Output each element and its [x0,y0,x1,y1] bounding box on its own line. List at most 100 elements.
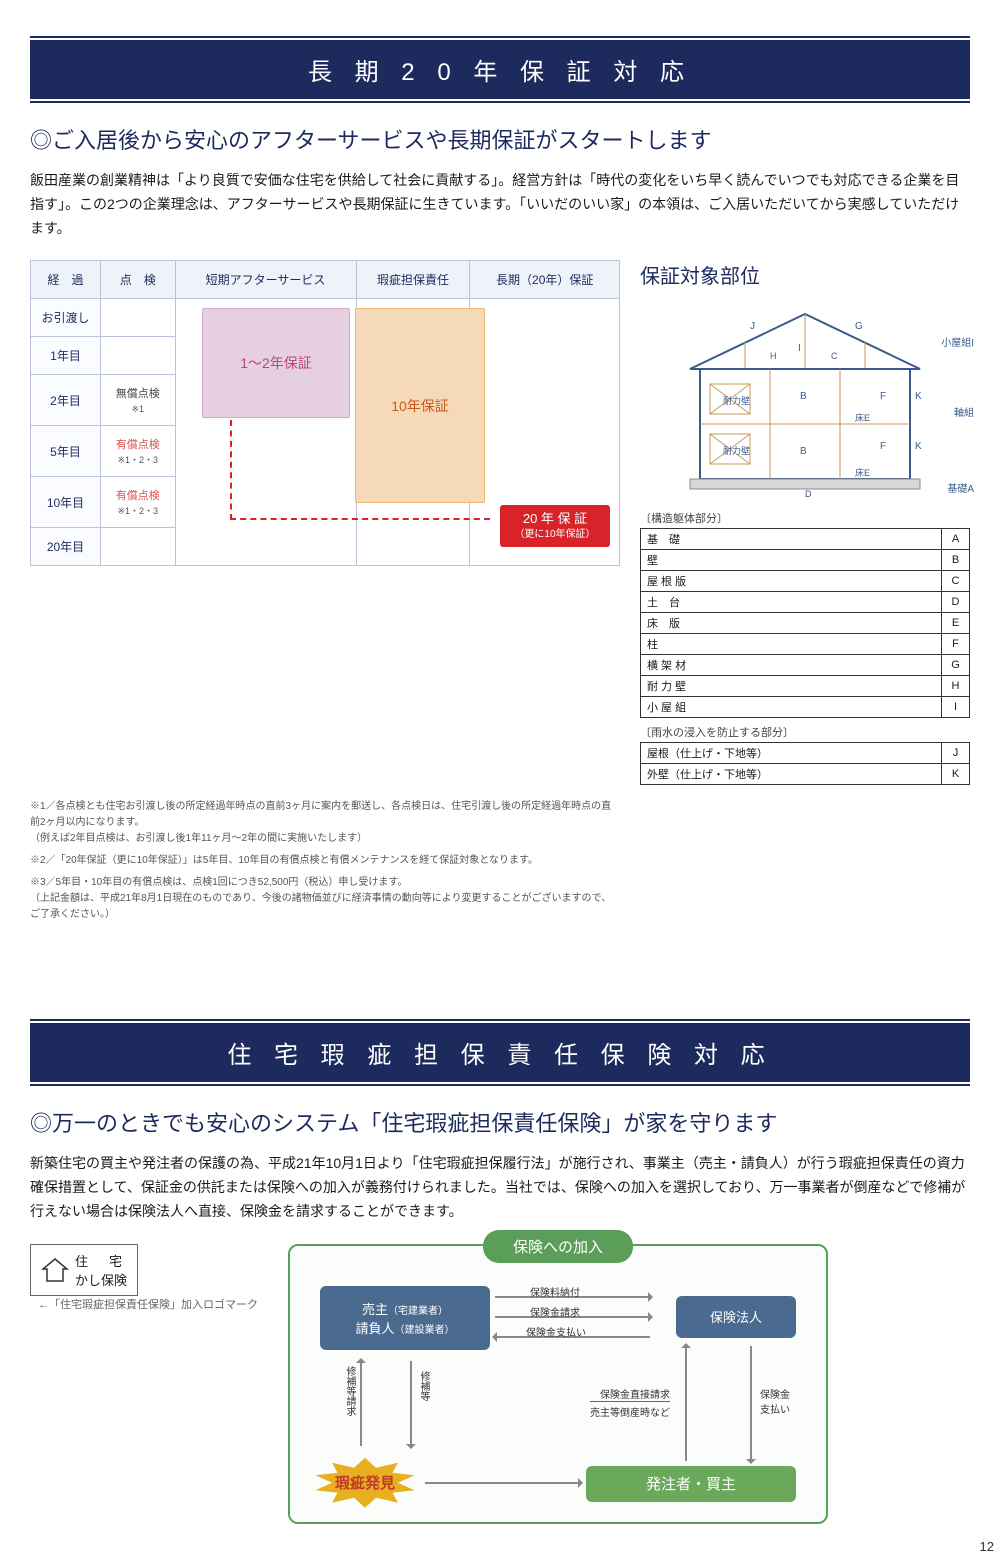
node-buyer: 発注者・買主 [586,1466,796,1502]
defect-starburst: 瑕疵発見 [310,1458,420,1508]
inspect-note: ※1 [131,404,144,414]
th-defect: 瑕疵担保責任 [356,261,470,299]
svg-text:J: J [750,321,755,332]
th-long: 長期（20年）保証 [470,261,620,299]
table-row: 壁B [641,550,970,571]
inspect-label: 有償点検 [116,490,160,502]
page-number: 12 [980,1539,994,1554]
row-label: 1年目 [31,337,101,375]
svg-text:G: G [855,321,863,332]
house-icon [41,1257,69,1283]
footnote: （上記金額は、平成21年8月1日現在のものであり、今後の諸物価並びに経済事情の動… [30,891,620,923]
label-koyagumi: 小屋組I [941,334,974,349]
svg-text:B: B [800,391,807,402]
badge-sub: （更に10年保証） [510,528,600,541]
parts-caption-1: 〔構造躯体部分〕 [640,510,970,526]
badge-main: 20 年 保 証 [523,511,587,526]
label-kiso: 基礎A [947,480,974,495]
svg-text:H: H [770,351,777,361]
svg-text:K: K [915,441,922,452]
logo-line2: かし保険 [75,1270,127,1289]
row-label: 20年目 [31,528,101,566]
th-inspect: 点 検 [101,261,176,299]
inspect-note: ※1・2・3 [117,455,158,465]
svg-text:K: K [915,391,922,402]
footnote: ※3／5年目・10年目の有償点検は、点検1回につき52,500円（税込）申し受け… [30,875,620,891]
inspect-label: 有償点検 [116,439,160,451]
th-short: 短期アフターサービス [175,261,356,299]
diagram-side: 保証対象部位 耐力壁 耐力壁 B B 床E 床E F F J [640,260,970,785]
table-row: 横 架 材G [641,655,970,676]
inspect-label: 無償点検 [116,388,160,400]
logo-area: 住 宅 かし保険 ←「住宅瑕疵担保責任保険」加入ロゴマーク [30,1244,258,1312]
house-diagram: 耐力壁 耐力壁 B B 床E 床E F F J G I K K D H C [640,299,970,499]
arrow [360,1361,362,1446]
arrow [410,1361,412,1446]
table-row: 基 礎A [641,529,970,550]
short-warranty-box: 1〜2年保証 [202,308,350,418]
seller-l1-sub: （宅建業者） [388,1306,448,1317]
node-insurer: 保険法人 [676,1296,796,1338]
table-row: 耐 力 壁H [641,676,970,697]
node-seller: 売主（宅建業者） 請負人（建設業者） [320,1286,490,1350]
banner-section1: 長 期 2 0 年 保 証 対 応 [30,40,970,99]
arrow [425,1482,580,1484]
arrow-label: 保険金支払い [760,1386,790,1416]
row-label: 5年目 [31,426,101,477]
warranty-table-wrap: 経 過 点 検 短期アフターサービス 瑕疵担保責任 長期（20年）保証 お引渡し… [30,260,620,785]
banner-section2: 住 宅 瑕 疵 担 保 責 任 保 険 対 応 [30,1023,970,1082]
table-row: 柱F [641,634,970,655]
footnote: （例えば2年目点検は、お引渡し後1年11ヶ月〜2年の間に実施いたします） [30,831,620,847]
label-jikugumi: 軸組 [954,404,974,419]
row-label: 2年目 [31,375,101,426]
arrow-label: 保険金支払い [526,1324,586,1339]
arrow-label: 修補等請求 [342,1366,357,1416]
arrow-label: 保険金請求 [530,1304,580,1319]
logo-caption: ←「住宅瑕疵担保責任保険」加入ロゴマーク [38,1296,258,1312]
seller-l2-sub: （建設業者） [395,1325,455,1336]
subhead-2: ◎万一のときでも安心のシステム「住宅瑕疵担保責任保険」が家を守ります [30,1106,970,1138]
svg-text:耐力壁: 耐力壁 [723,395,750,406]
svg-text:床E: 床E [855,412,870,423]
dashed-arrow [230,420,490,520]
arrow-label: 保険料納付 [530,1284,580,1299]
footnote: ※1／各点検とも住宅お引渡し後の所定経過年時点の直前3ヶ月に案内を郵送し、各点検… [30,799,620,831]
svg-text:床E: 床E [855,467,870,478]
logo-line1: 住 宅 [75,1251,127,1270]
footnotes: ※1／各点検とも住宅お引渡し後の所定経過年時点の直前3ヶ月に案内を郵送し、各点検… [30,799,620,923]
table-row: 屋根（仕上げ・下地等）J [641,743,970,764]
subhead-1: ◎ご入居後から安心のアフターサービスや長期保証がスタートします [30,123,970,155]
svg-text:F: F [880,391,886,402]
footnote: ※2／「20年保証（更に10年保証）」は5年目、10年目の有償点検と有償メンテナ… [30,853,620,869]
arrow-label: 保険金直接請求 売主等倒産時など [550,1386,670,1419]
seller-l2: 請負人 [355,1321,394,1336]
svg-text:I: I [798,343,801,354]
svg-text:耐力壁: 耐力壁 [723,445,750,456]
inspect-note: ※1・2・3 [117,506,158,516]
body-1: 飯田産業の創業精神は「より良質で安価な住宅を供給して社会に貢献する」。経営方針は… [30,169,970,240]
row-label: 10年目 [31,477,101,528]
table-row: 床 版E [641,613,970,634]
body-2: 新築住宅の買主や発注者の保護の為、平成21年10月1日より「住宅瑕疵担保履行法」… [30,1152,970,1223]
svg-text:F: F [880,441,886,452]
table-row: 屋 根 版C [641,571,970,592]
diagram-title: 保証対象部位 [640,260,970,289]
arrow [750,1346,752,1461]
svg-text:B: B [800,446,807,457]
th-elapsed: 経 過 [31,261,101,299]
flow-title: 保険への加入 [483,1230,633,1263]
svg-text:C: C [831,351,838,361]
parts-table-1: 基 礎A壁B屋 根 版C土 台D床 版E柱F横 架 材G耐 力 壁H小 屋 組I [640,528,970,718]
row-label: お引渡し [31,299,101,337]
table-row: 土 台D [641,592,970,613]
flow-diagram: 保険への加入 売主（宅建業者） 請負人（建設業者） 保険法人 発注者・買主 瑕疵… [288,1244,828,1524]
parts-caption-2: 〔雨水の浸入を防止する部分〕 [640,724,970,740]
long-warranty-badge: 20 年 保 証 （更に10年保証） [500,505,610,547]
table-row: 小 屋 組I [641,697,970,718]
arrow-label: 修補等 [416,1371,431,1401]
insurance-logo: 住 宅 かし保険 [30,1244,138,1296]
parts-table-2: 屋根（仕上げ・下地等）J外壁（仕上げ・下地等）K [640,742,970,785]
table-row: 外壁（仕上げ・下地等）K [641,764,970,785]
arrow [685,1346,687,1461]
seller-l1: 売主 [362,1302,388,1317]
